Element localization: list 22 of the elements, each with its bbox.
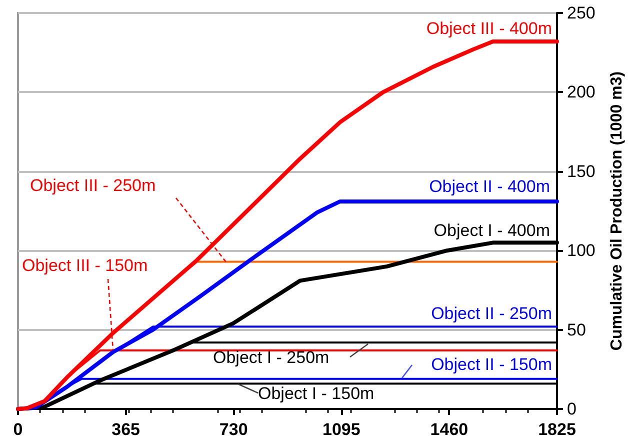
series-label: Object I - 150m xyxy=(258,384,374,403)
series-label: Object II - 400m xyxy=(429,177,550,196)
series-label: Object II - 250m xyxy=(431,304,552,323)
x-tick-label: 365 xyxy=(112,420,140,439)
y-tick-label: 100 xyxy=(567,241,596,260)
y-axis-title: Cumulative Oil Production (1000 m3) xyxy=(608,71,626,351)
series-label: Object I - 250m xyxy=(213,348,330,367)
x-tick-label: 0 xyxy=(13,420,23,439)
series-label: Object II - 150m xyxy=(431,355,552,374)
y-tick-label: 200 xyxy=(567,82,596,102)
series-label: Object I - 400m xyxy=(434,221,550,240)
y-tick-label: 0 xyxy=(567,400,576,418)
series-label: Object III - 400m xyxy=(426,19,552,38)
x-tick-label: 1460 xyxy=(430,420,468,439)
x-tick-label: 730 xyxy=(219,420,248,439)
x-tick-label: 1095 xyxy=(322,420,360,439)
text: Object III - 250m xyxy=(30,176,156,195)
y-tick-label: 250 xyxy=(567,4,596,22)
y-tick-label: 150 xyxy=(567,162,596,181)
y-tick-label: 50 xyxy=(567,320,586,340)
x-tick-label: 1825 xyxy=(538,420,576,439)
text: Object III - 150m xyxy=(22,256,148,275)
